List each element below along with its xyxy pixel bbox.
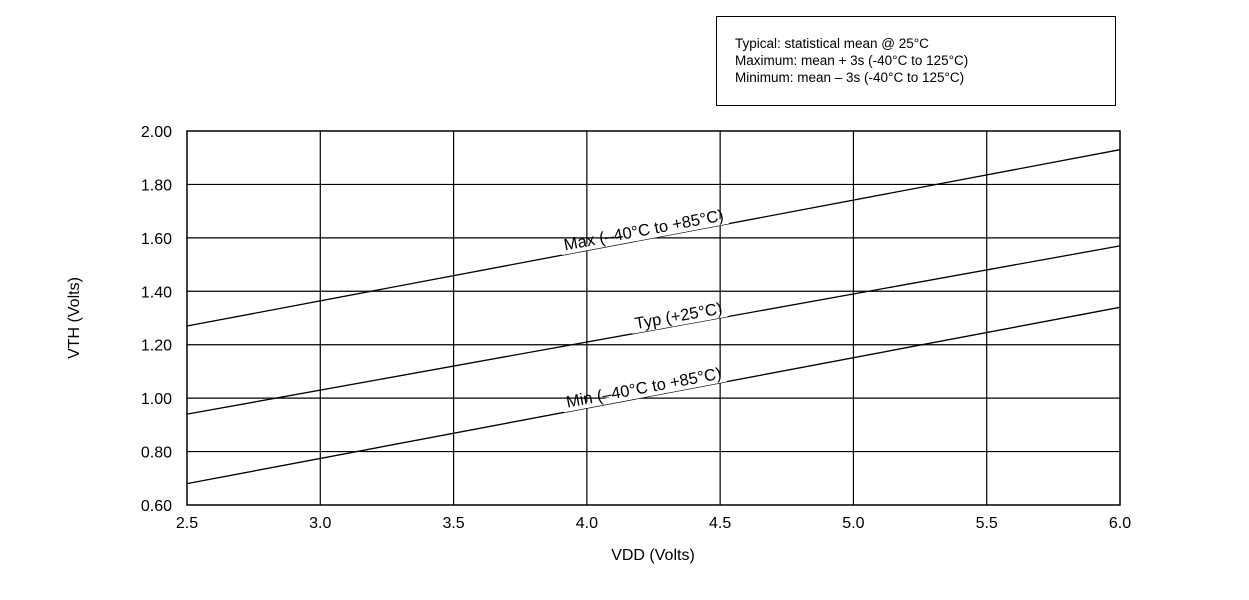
y-tick-label: 0.80 [141, 445, 172, 462]
grid-lines [187, 131, 1120, 505]
y-tick-label: 1.60 [141, 231, 172, 248]
legend-note-box: Typical: statistical mean @ 25°C Maximum… [716, 16, 1116, 106]
y-tick-label: 1.20 [141, 338, 172, 355]
series-label-gap [631, 310, 728, 334]
y-axis-label: VTH (Volts) [66, 277, 83, 359]
x-tick-label: 5.5 [976, 515, 998, 532]
series-label-group: Max (–40°C to +85°C) [560, 207, 730, 256]
series-labels: Max (–40°C to +85°C) Typ (+25°C) Min (–40°… [560, 207, 730, 413]
y-tick-label: 1.00 [141, 391, 172, 408]
x-tick-label: 2.5 [176, 515, 198, 532]
series-label-group: Min (–40°C to +85°C) [563, 365, 727, 413]
x-tick-label: 4.0 [576, 515, 598, 532]
x-tick-labels: 2.5 3.0 3.5 4.0 4.5 5.0 5.5 6.0 [176, 515, 1131, 532]
series-label: Min (–40°C to +85°C) [565, 365, 723, 412]
x-tick-label: 3.5 [442, 515, 464, 532]
x-tick-label: 4.5 [709, 515, 731, 532]
y-tick-label: 2.00 [141, 124, 172, 141]
series-label-gap [560, 217, 730, 256]
note-maximum: Maximum: mean + 3s (-40°C to 125°C) [735, 53, 969, 68]
note-typical: Typical: statistical mean @ 25°C [735, 36, 929, 51]
note-minimum: Minimum: mean – 3s (-40°C to 125°C) [735, 70, 965, 85]
plot-area-border [186, 130, 1121, 506]
series-label-group: Typ (+25°C) [631, 300, 728, 334]
y-tick-label: 1.40 [141, 284, 172, 301]
y-tick-label: 0.60 [141, 498, 172, 515]
series-label-gap [563, 375, 727, 413]
series-line [186, 306, 1121, 485]
series-label: Typ (+25°C) [633, 300, 723, 333]
x-tick-label: 6.0 [1109, 515, 1131, 532]
x-tick-label: 5.0 [842, 515, 864, 532]
series-line [186, 149, 1121, 327]
y-tick-labels: 0.60 0.80 1.00 1.20 1.40 1.60 1.80 2.00 [141, 124, 172, 515]
y-tick-label: 1.80 [141, 177, 172, 194]
x-tick-label: 3.0 [309, 515, 331, 532]
x-axis-label: VDD (Volts) [611, 547, 695, 564]
